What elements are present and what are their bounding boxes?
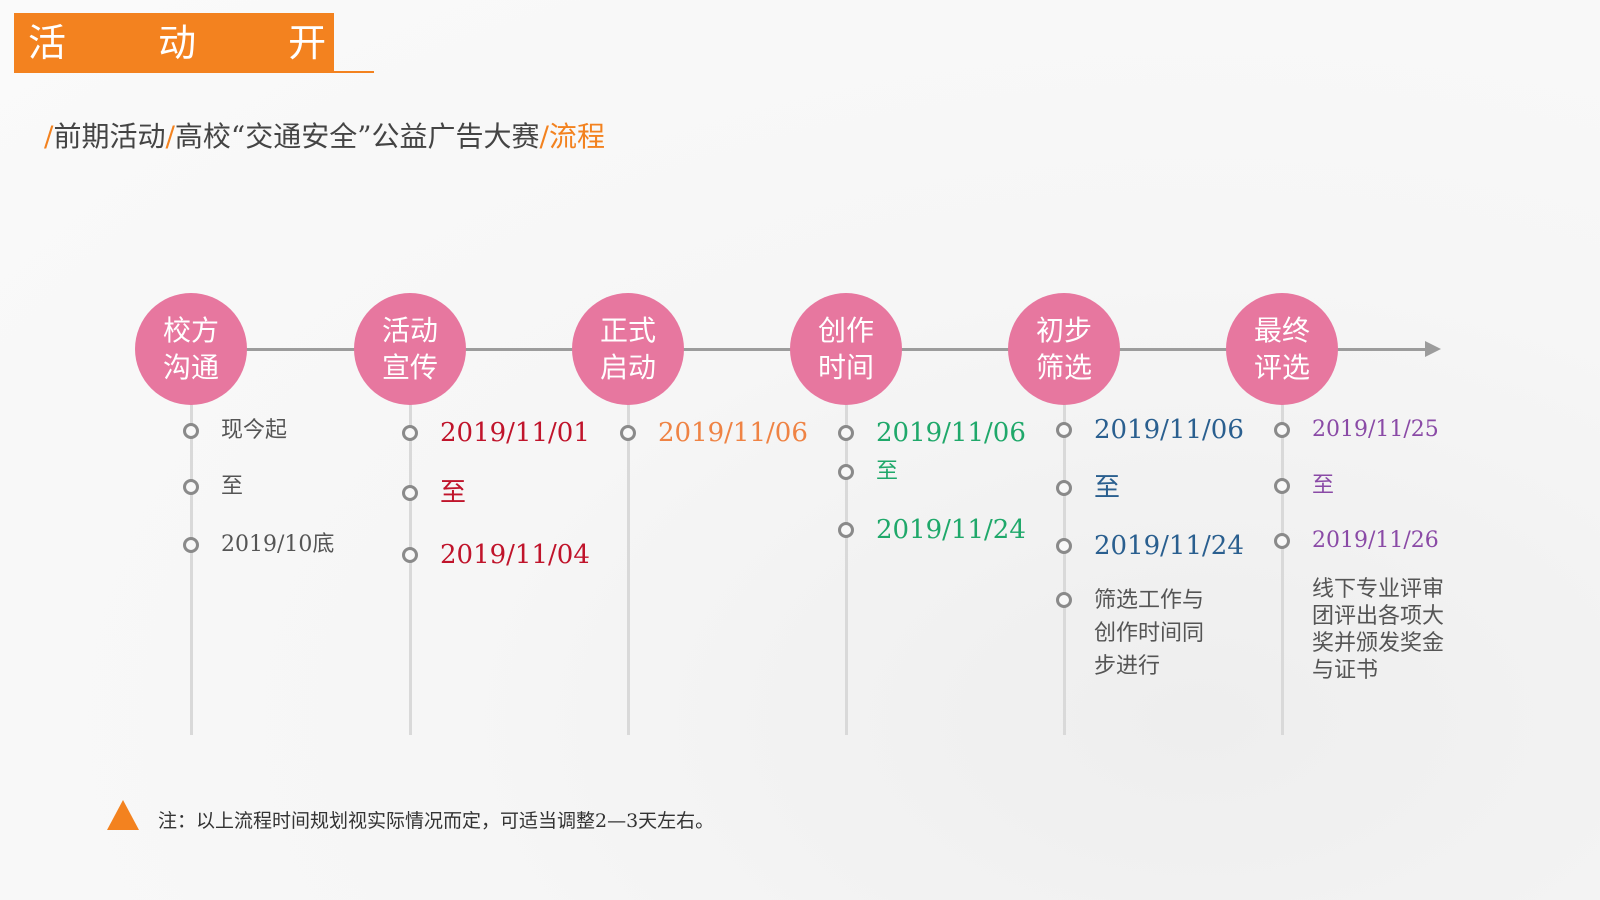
breadcrumb-separator: / xyxy=(539,120,549,153)
timeline-stage: 创作 时间 2019/11/06 至 2019/11/24 xyxy=(790,0,1076,900)
timeline-stage: 活动 宣传 2019/11/01 至 2019/11/04 xyxy=(354,0,640,900)
timeline-dot-icon xyxy=(402,425,418,441)
timeline-entry-text: 2019/11/06 xyxy=(876,418,1026,448)
timeline-dot-icon xyxy=(1056,538,1072,554)
timeline-dot-icon xyxy=(838,464,854,480)
breadcrumb-separator: / xyxy=(165,120,175,153)
stage-circle: 创作 时间 xyxy=(790,293,902,405)
timeline-entry-text: 至 xyxy=(876,459,899,484)
stage-label-line2: 启动 xyxy=(599,351,656,384)
stage-label-line2: 宣传 xyxy=(381,351,438,384)
stage-circle: 活动 宣传 xyxy=(354,293,466,405)
section-header: 活 动 开 展 xyxy=(14,13,334,73)
stage-label-line1: 正式 xyxy=(599,314,656,347)
stage-line xyxy=(409,350,412,735)
stage-label-line2: 筛选 xyxy=(1035,351,1092,384)
section-title: 活 动 开 展 xyxy=(28,21,334,65)
timeline-dot-icon xyxy=(183,479,199,495)
stage-label-line1: 校方 xyxy=(162,314,219,347)
stage-label-line2: 评选 xyxy=(1253,351,1310,384)
stage-circle: 校方 沟通 xyxy=(135,293,247,405)
stage-circle: 初步 筛选 xyxy=(1008,293,1120,405)
timeline-dot-icon xyxy=(183,423,199,439)
breadcrumb-item-phase: 前期活动 xyxy=(53,120,166,153)
timeline-dot-icon xyxy=(1056,480,1072,496)
timeline-entry-text: 2019/11/24 xyxy=(1094,531,1244,561)
breadcrumb-item-contest: 高校“交通安全”公益广告大赛 xyxy=(174,120,540,153)
breadcrumb-item-process: 流程 xyxy=(548,120,605,153)
timeline-stage: 初步 筛选 2019/11/06 至 2019/11/24 筛选工作与创作时间同步进行 xyxy=(1008,0,1294,900)
timeline-dot-icon xyxy=(620,425,636,441)
stage-description-text: 筛选工作与创作时间同步进行 xyxy=(1094,587,1205,679)
timeline-dot-icon xyxy=(838,522,854,538)
timeline-entry-text: 2019/11/06 xyxy=(1094,415,1244,445)
timeline-entry-text: 2019/11/24 xyxy=(876,515,1026,545)
timeline-dot-icon xyxy=(1274,533,1290,549)
stage-circle: 正式 启动 xyxy=(572,293,684,405)
breadcrumb: /前期活动/高校“交通安全”公益广告大赛/流程 xyxy=(44,118,669,155)
timeline-entry-text: 至 xyxy=(221,474,244,499)
breadcrumb-separator: / xyxy=(44,120,54,153)
timeline-entry-text: 2019/11/26 xyxy=(1312,528,1439,553)
timeline-stage: 正式 启动 2019/11/06 xyxy=(572,0,858,900)
stage-line xyxy=(845,350,848,735)
timeline-entry-text: 2019/11/04 xyxy=(440,540,590,570)
timeline-dot-icon xyxy=(1056,592,1072,608)
timeline-dot-icon xyxy=(1274,478,1290,494)
stage-label-line1: 最终 xyxy=(1253,314,1310,347)
timeline-entry-text: 2019/11/25 xyxy=(1312,417,1439,442)
timeline-dot-icon xyxy=(402,547,418,563)
arrow-right-icon xyxy=(1425,341,1441,357)
warning-triangle-icon xyxy=(107,800,139,830)
timeline-dot-icon xyxy=(1056,422,1072,438)
timeline-entry-text: 至 xyxy=(440,478,467,508)
stage-label-line2: 沟通 xyxy=(162,351,219,384)
timeline-entry-text: 现今起 xyxy=(221,418,288,443)
header-underline xyxy=(334,71,374,73)
timeline-dot-icon xyxy=(183,537,199,553)
timeline-entry-text: 2019/11/06 xyxy=(658,418,808,448)
timeline-entry-text: 至 xyxy=(1094,473,1121,503)
timeline-entry-text: 2019/10底 xyxy=(221,532,335,557)
timeline-entry-text: 至 xyxy=(1312,473,1335,498)
stage-circle: 最终 评选 xyxy=(1226,293,1338,405)
timeline-stage: 校方 沟通 现今起至 2019/10底 xyxy=(135,0,421,900)
stage-line xyxy=(627,350,630,735)
timeline-entry-text: 2019/11/01 xyxy=(440,418,590,448)
stage-description-text: 线下专业评审团评出各项大奖并颁发奖金与证书 xyxy=(1312,576,1445,683)
timeline-stage: 最终 评选 2019/11/25 至 2019/11/26 线下专业评审团评出各项大奖… xyxy=(1226,0,1512,900)
timeline-dot-icon xyxy=(838,425,854,441)
stage-label-line2: 时间 xyxy=(817,351,874,384)
footnote: 注：以上流程时间规划视实际情况而定，可适当调整2—3天左右。 xyxy=(158,810,715,832)
timeline-dot-icon xyxy=(1274,422,1290,438)
stage-label-line1: 初步 xyxy=(1035,314,1092,347)
timeline-dot-icon xyxy=(402,485,418,501)
stage-label-line1: 活动 xyxy=(381,314,438,347)
stage-label-line1: 创作 xyxy=(817,314,874,347)
